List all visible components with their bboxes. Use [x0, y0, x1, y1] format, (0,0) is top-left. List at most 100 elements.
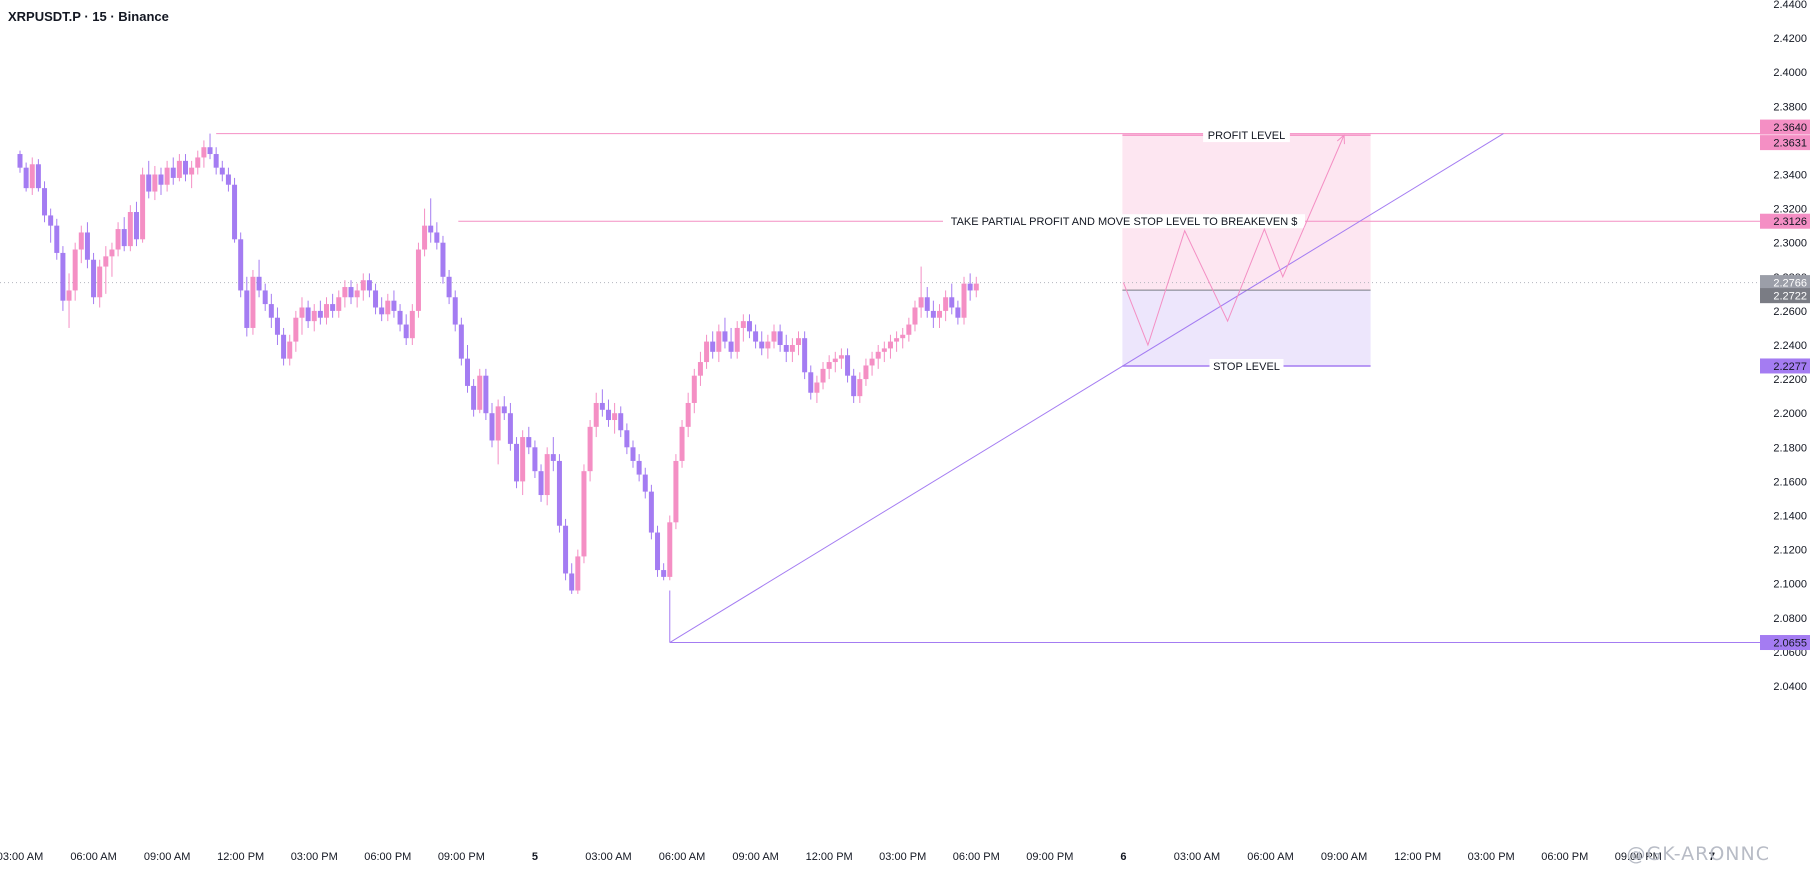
candle-body: [716, 331, 722, 352]
candle-body: [330, 304, 336, 311]
candle-body: [244, 290, 250, 328]
candle-body: [146, 174, 152, 192]
candle-body: [434, 232, 440, 243]
candle-body: [538, 471, 544, 496]
candle-body: [195, 157, 201, 168]
profit-zone: [1122, 135, 1371, 291]
candle-body: [207, 147, 213, 155]
x-tick-label: 06:00 PM: [953, 851, 1000, 863]
candle-body: [832, 358, 838, 363]
y-tick-label: 2.2400: [1773, 340, 1807, 352]
candle-body: [875, 351, 881, 359]
candle-body: [569, 573, 575, 591]
candle-body: [661, 570, 667, 577]
candle-body: [115, 229, 121, 250]
candle-body: [262, 290, 268, 305]
candle-body: [734, 327, 740, 352]
x-tick-label: 12:00 PM: [217, 851, 264, 863]
candle-body: [305, 307, 311, 322]
candle-body: [78, 232, 84, 250]
candle-body: [299, 307, 305, 318]
candle-body: [336, 297, 342, 311]
candle-body: [765, 341, 771, 349]
candle-body: [851, 375, 857, 397]
candle-body: [121, 229, 127, 247]
candle-body: [802, 338, 808, 373]
author-watermark: @GK-ARONNC: [1626, 843, 1770, 865]
candle-body: [42, 188, 48, 216]
candle-body: [385, 300, 391, 315]
x-tick-label: 12:00 PM: [806, 851, 853, 863]
candle-body: [550, 454, 556, 461]
candle-body: [881, 348, 887, 352]
price-label-bg: [1760, 358, 1810, 374]
candle-body: [593, 402, 599, 427]
candle-body: [710, 341, 716, 352]
x-tick-label: 7: [1709, 851, 1715, 863]
x-tick-label: 06:00 AM: [659, 851, 705, 863]
candle-body: [789, 345, 795, 352]
candle-body: [728, 341, 734, 352]
candle-body: [189, 167, 195, 175]
candle-body: [348, 287, 354, 298]
candle-body: [777, 331, 783, 345]
candle-body: [894, 338, 900, 342]
candle-body: [440, 242, 446, 277]
candle-body: [771, 331, 777, 342]
candle-body: [863, 365, 869, 380]
candle-body: [183, 160, 189, 175]
candle-body: [446, 276, 452, 298]
candle-body: [612, 413, 618, 421]
candle-body: [575, 556, 581, 591]
candle-body: [532, 447, 538, 472]
candle-body: [906, 324, 912, 335]
candle-body: [23, 167, 29, 189]
y-tick-label: 2.4200: [1773, 33, 1807, 45]
x-tick-label: 06:00 PM: [1541, 851, 1588, 863]
candle-body: [489, 413, 495, 441]
candle-body: [924, 297, 930, 311]
y-tick-label: 2.1400: [1773, 511, 1807, 523]
candle-body: [66, 290, 72, 301]
candle-body: [458, 324, 464, 359]
candle-body: [673, 460, 679, 523]
candle-body: [428, 225, 434, 233]
x-tick-label: 03:00 PM: [291, 851, 338, 863]
y-tick-label: 2.2200: [1773, 374, 1807, 386]
candle-body: [471, 385, 477, 410]
candle-body: [97, 266, 103, 298]
candle-body: [783, 345, 789, 352]
candle-body: [685, 402, 691, 427]
projection-path: [1122, 134, 1345, 347]
candle-body: [655, 532, 661, 571]
candle-body: [679, 426, 685, 461]
candle-body: [140, 174, 146, 240]
candle-body: [648, 491, 654, 533]
candle-body: [422, 225, 428, 250]
candle-body: [201, 147, 207, 158]
x-tick-label: 6: [1120, 851, 1126, 863]
price-label-profit: 2.3640: [1773, 122, 1807, 134]
partial-profit-label: TAKE PARTIAL PROFIT AND MOVE STOP LEVEL …: [951, 216, 1298, 228]
candle-body: [60, 252, 66, 301]
candle-body: [642, 474, 648, 492]
candle-body: [35, 164, 41, 189]
candle-body: [697, 362, 703, 376]
candle-body: [808, 372, 814, 393]
candle-body: [158, 174, 164, 185]
candle-body: [556, 460, 562, 526]
x-tick-label: 12:00 PM: [1394, 851, 1441, 863]
price-label-bg: [1760, 213, 1810, 229]
candle-body: [961, 283, 967, 318]
stop-zone: [1122, 290, 1371, 366]
x-tick-label: 09:00 AM: [732, 851, 778, 863]
candle-body: [930, 310, 936, 318]
x-tick-label: 09:00 PM: [438, 851, 485, 863]
stop-level-label: STOP LEVEL: [1213, 361, 1280, 373]
candle-body: [342, 287, 348, 298]
candle-body: [949, 297, 955, 308]
candle-body: [287, 341, 293, 359]
candle-body: [845, 355, 851, 376]
y-tick-label: 2.0400: [1773, 681, 1807, 693]
